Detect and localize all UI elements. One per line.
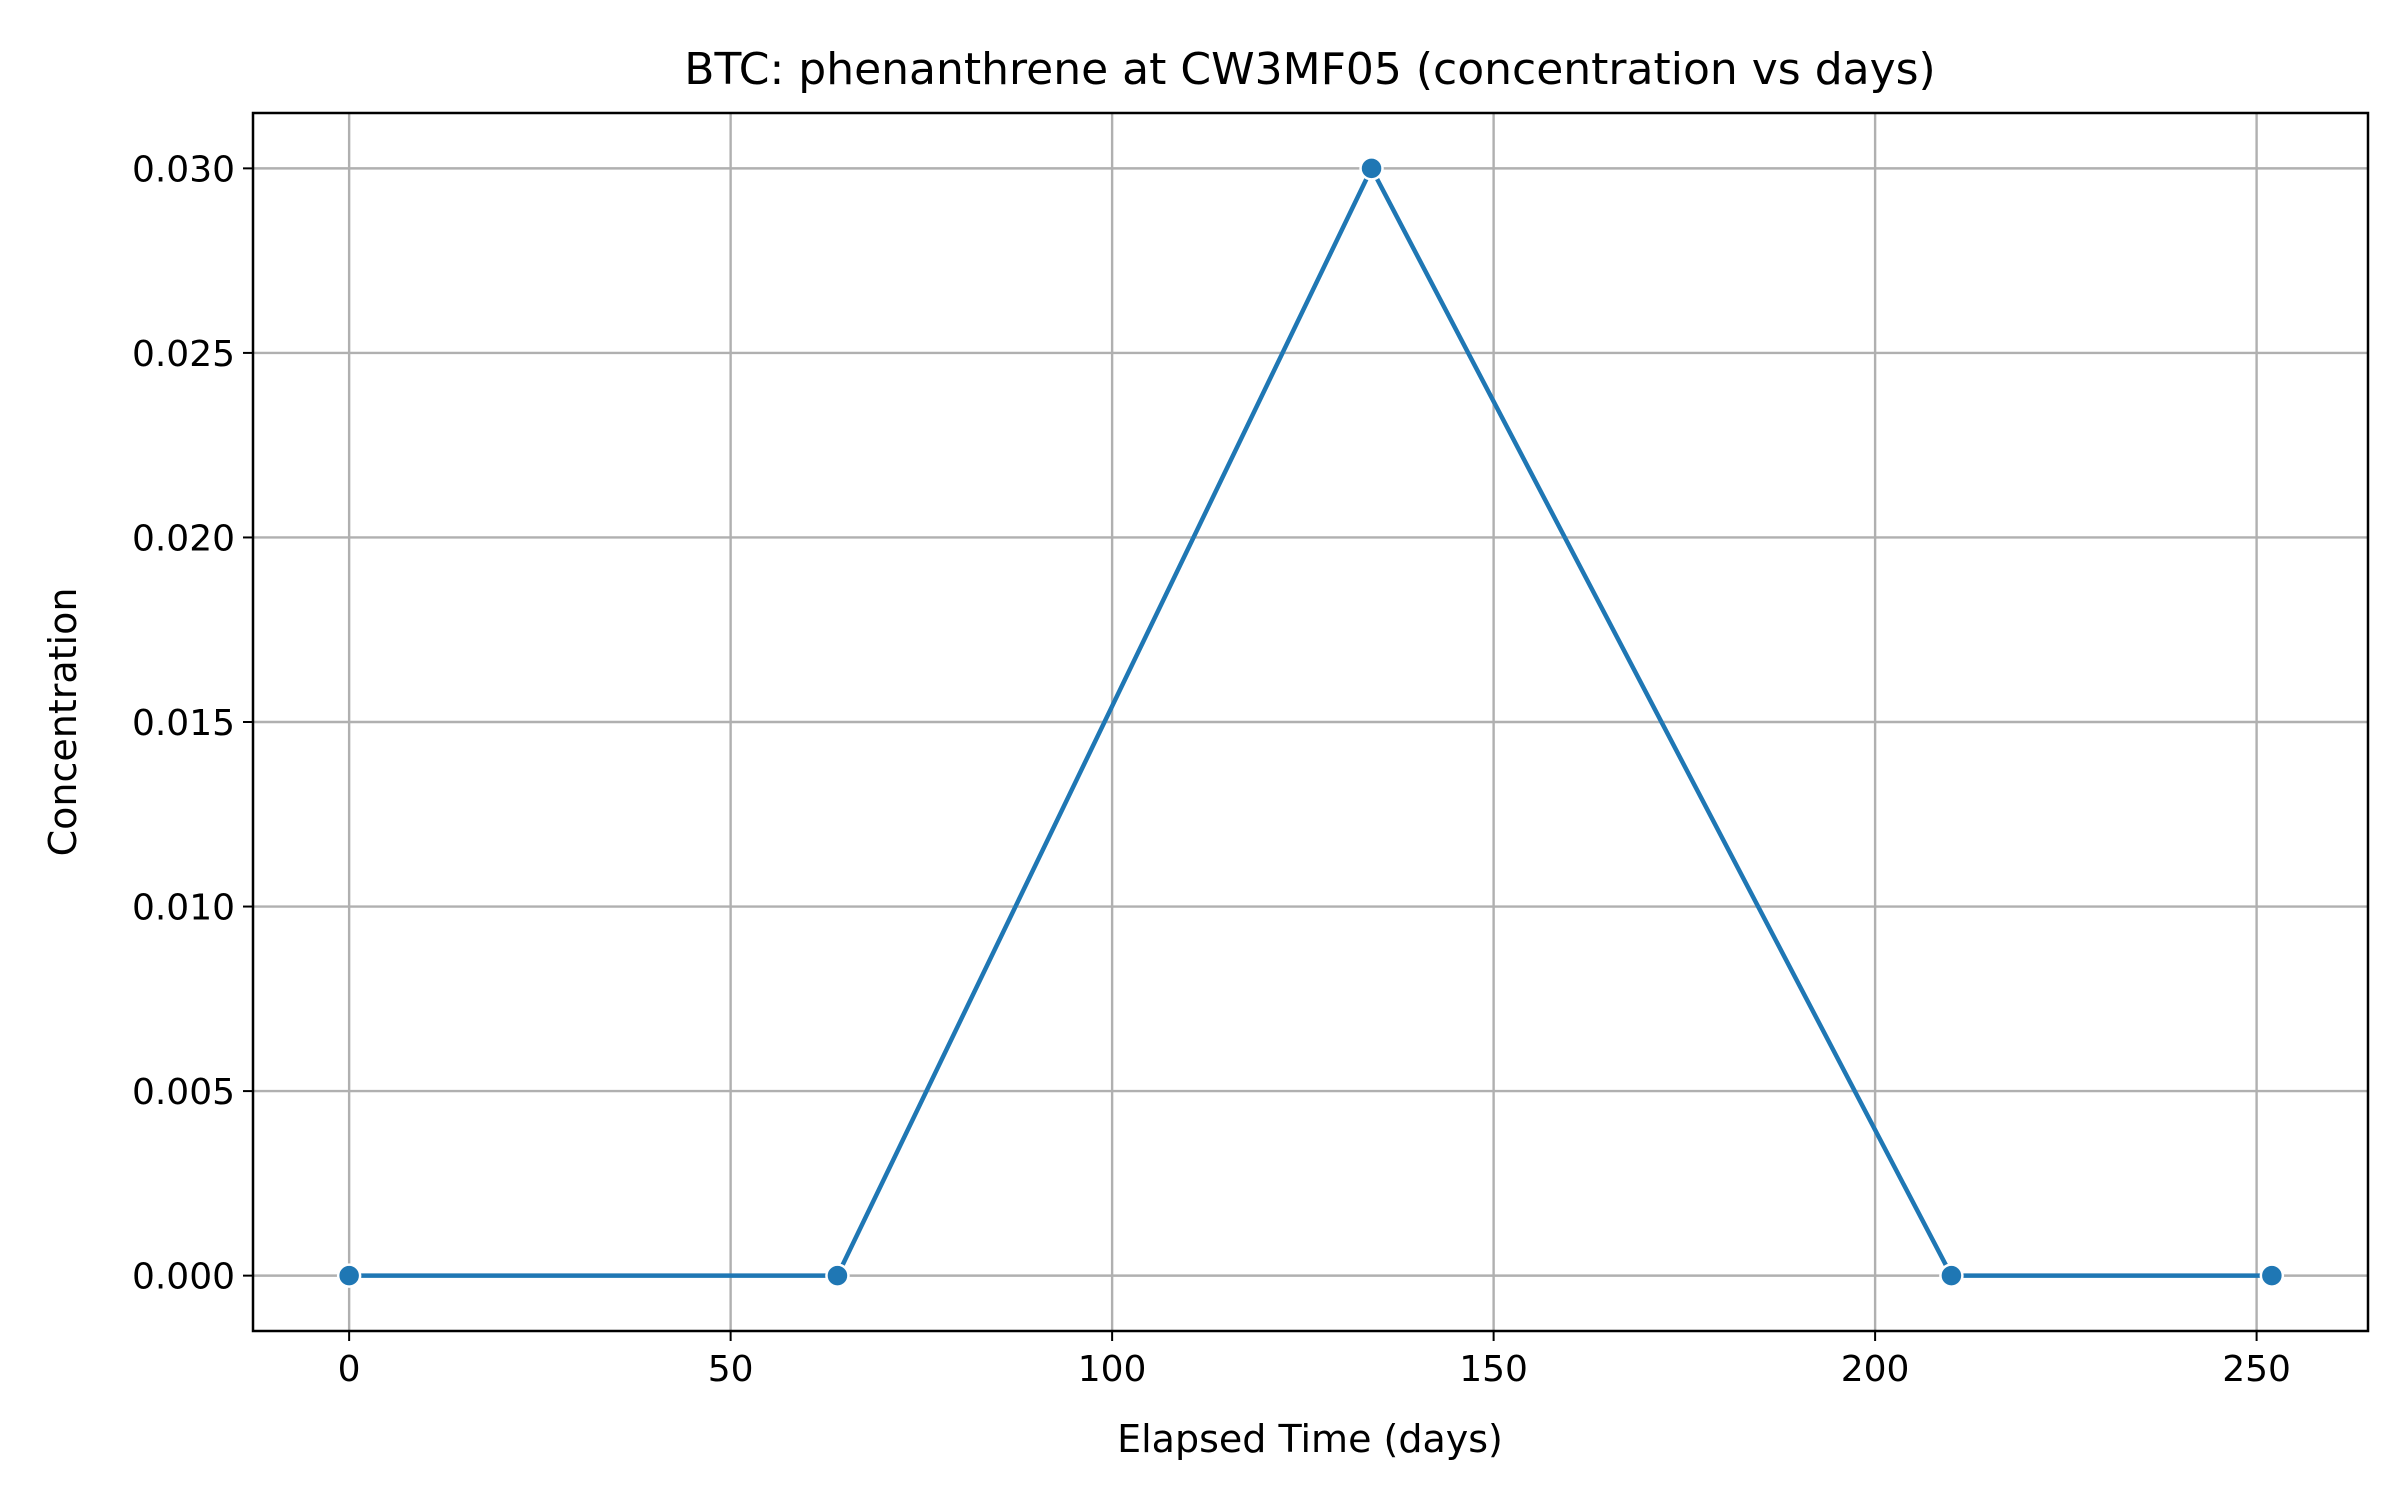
x-tick-label: 100 bbox=[1078, 1349, 1147, 1390]
data-point bbox=[1359, 156, 1384, 181]
y-tick-label: 0.000 bbox=[132, 1257, 235, 1298]
y-tick-label: 0.005 bbox=[132, 1072, 235, 1113]
x-tick-label: 250 bbox=[2222, 1349, 2291, 1390]
data-point bbox=[1939, 1263, 1964, 1288]
x-axis: 0 50 100 150 200 250 bbox=[338, 1331, 2291, 1390]
data-point bbox=[336, 1263, 362, 1288]
data-point bbox=[825, 1263, 850, 1288]
y-tick-label: 0.030 bbox=[132, 149, 235, 190]
series-layer bbox=[336, 156, 2285, 1288]
y-tick-label: 0.010 bbox=[132, 888, 235, 929]
y-tick-label: 0.025 bbox=[132, 334, 235, 375]
x-tick-label: 0 bbox=[338, 1349, 361, 1390]
x-tick-label: 200 bbox=[1841, 1349, 1910, 1390]
y-tick-label: 0.015 bbox=[132, 703, 235, 744]
data-point bbox=[2259, 1263, 2285, 1288]
x-tick-label: 150 bbox=[1459, 1349, 1528, 1390]
y-tick-label: 0.020 bbox=[132, 518, 235, 559]
y-axis-label: Concentration bbox=[41, 588, 85, 857]
x-tick-label: 50 bbox=[708, 1349, 754, 1390]
y-axis: 0.000 0.005 0.010 0.015 0.020 0.025 0.030 bbox=[132, 149, 253, 1298]
x-axis-label: Elapsed Time (days) bbox=[1117, 1417, 1503, 1461]
chart-title: BTC: phenanthrene at CW3MF05 (concentrat… bbox=[684, 44, 1935, 95]
